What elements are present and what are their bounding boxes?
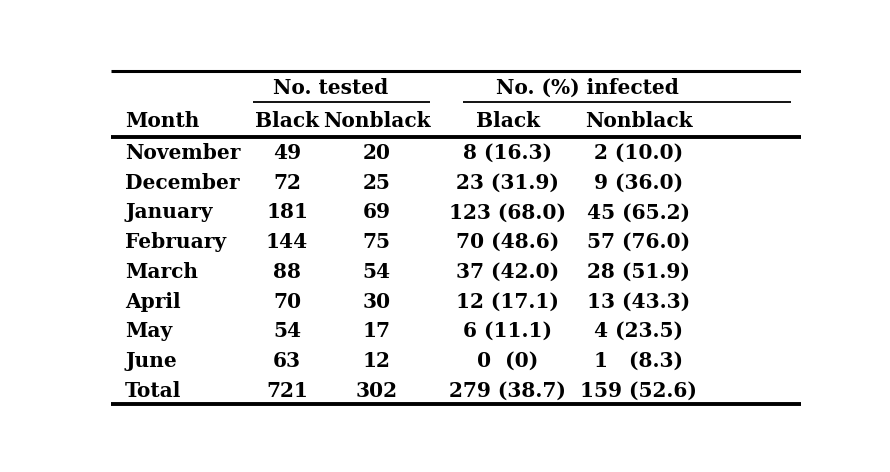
Text: February: February: [125, 232, 226, 252]
Text: 721: 721: [266, 381, 308, 401]
Text: Black: Black: [476, 111, 540, 131]
Text: 30: 30: [363, 292, 391, 312]
Text: No. tested: No. tested: [273, 78, 388, 98]
Text: 6 (11.1): 6 (11.1): [464, 321, 553, 341]
Text: 69: 69: [363, 202, 391, 222]
Text: May: May: [125, 321, 172, 341]
Text: 181: 181: [266, 202, 308, 222]
Text: 37 (42.0): 37 (42.0): [457, 262, 560, 282]
Text: 123 (68.0): 123 (68.0): [449, 202, 566, 222]
Text: Nonblack: Nonblack: [585, 111, 692, 131]
Text: 49: 49: [273, 143, 301, 163]
Text: 72: 72: [273, 173, 301, 193]
Text: 8 (16.3): 8 (16.3): [464, 143, 553, 163]
Text: 12: 12: [363, 351, 391, 371]
Text: 88: 88: [273, 262, 301, 282]
Text: No. (%) infected: No. (%) infected: [496, 78, 678, 98]
Text: 13 (43.3): 13 (43.3): [587, 292, 691, 312]
Text: 12 (17.1): 12 (17.1): [457, 292, 559, 312]
Text: 54: 54: [273, 321, 301, 341]
Text: 144: 144: [266, 232, 308, 252]
Text: 25: 25: [363, 173, 391, 193]
Text: 57 (76.0): 57 (76.0): [587, 232, 691, 252]
Text: 63: 63: [273, 351, 301, 371]
Text: 20: 20: [363, 143, 391, 163]
Text: 45 (65.2): 45 (65.2): [587, 202, 691, 222]
Text: 9 (36.0): 9 (36.0): [595, 173, 684, 193]
Text: 23 (31.9): 23 (31.9): [457, 173, 559, 193]
Text: 302: 302: [356, 381, 398, 401]
Text: June: June: [125, 351, 177, 371]
Text: Total: Total: [125, 381, 182, 401]
Text: 70: 70: [273, 292, 301, 312]
Text: 70 (48.6): 70 (48.6): [457, 232, 560, 252]
Text: 159 (52.6): 159 (52.6): [580, 381, 698, 401]
Text: 17: 17: [363, 321, 391, 341]
Text: November: November: [125, 143, 240, 163]
Text: Nonblack: Nonblack: [323, 111, 431, 131]
Text: Black: Black: [255, 111, 320, 131]
Text: December: December: [125, 173, 239, 193]
Text: 4 (23.5): 4 (23.5): [595, 321, 684, 341]
Text: March: March: [125, 262, 198, 282]
Text: 279 (38.7): 279 (38.7): [449, 381, 566, 401]
Text: 28 (51.9): 28 (51.9): [587, 262, 691, 282]
Text: January: January: [125, 202, 213, 222]
Text: Month: Month: [125, 111, 199, 131]
Text: 2 (10.0): 2 (10.0): [595, 143, 684, 163]
Text: 1   (8.3): 1 (8.3): [595, 351, 684, 371]
Text: 75: 75: [363, 232, 391, 252]
Text: 0  (0): 0 (0): [477, 351, 538, 371]
Text: April: April: [125, 292, 181, 312]
Text: 54: 54: [363, 262, 391, 282]
